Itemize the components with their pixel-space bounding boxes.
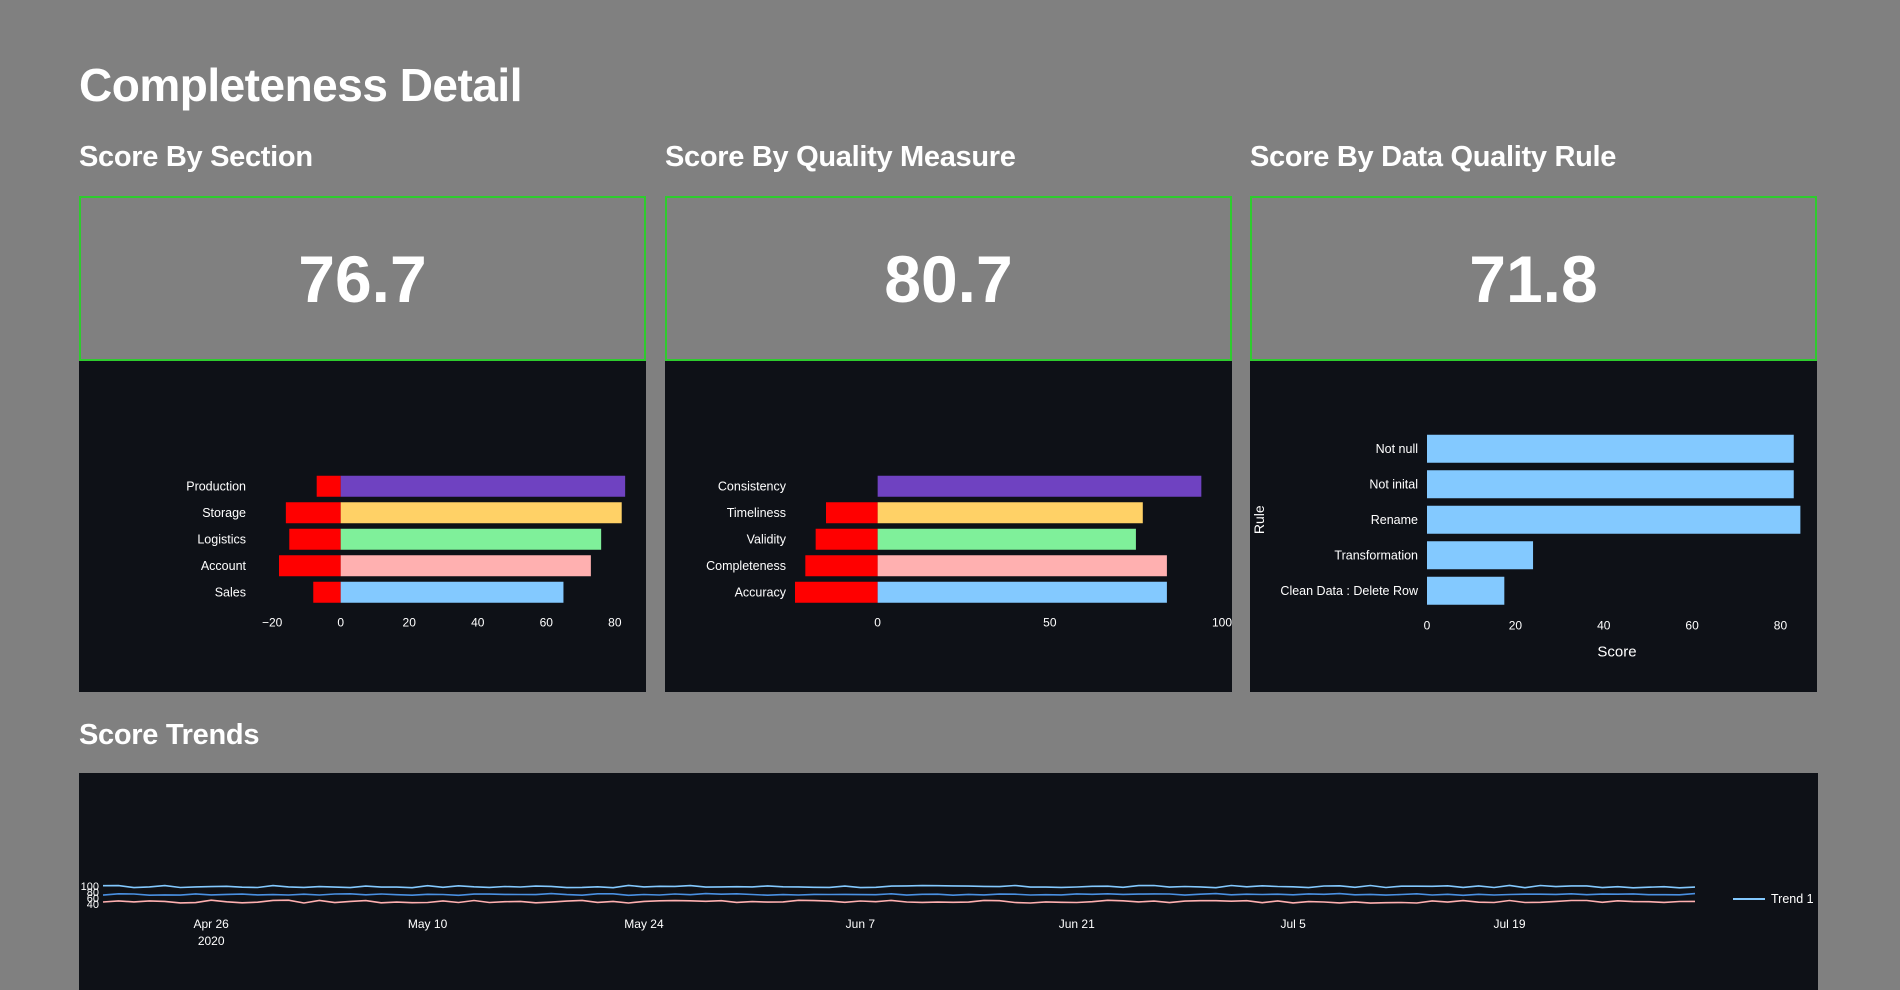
category-label: Not null	[1376, 442, 1418, 456]
category-label: Consistency	[718, 479, 787, 493]
negative-bar-logistics	[289, 528, 341, 550]
page-title: Completeness Detail	[79, 59, 522, 111]
x-tick-label: 60	[1685, 619, 1699, 633]
rule-score-card: 71.8	[1250, 196, 1817, 361]
x-tick-label: 80	[1774, 619, 1788, 633]
score-bar-not-null	[1427, 434, 1794, 463]
score-bar-logistics	[340, 528, 602, 550]
measure-score-card: 80.7	[665, 196, 1232, 361]
rule-score-title: Score By Data Quality Rule	[1250, 141, 1617, 173]
trends-title: Score Trends	[79, 719, 260, 751]
x-tick-label: Jun 21	[1059, 917, 1095, 931]
rule-score-value: 71.8	[1469, 241, 1598, 316]
measure-score-value: 80.7	[884, 241, 1013, 316]
rule-bar-chart-panel[interactable]: 0 20 40 60 80 Not null Not inital Rename Transfo…	[1250, 361, 1817, 692]
score-bar-storage	[340, 502, 622, 524]
trend-line-1	[102, 884, 1696, 889]
x-tick-label: 20	[1509, 619, 1523, 633]
category-label: Clean Data : Delete Row	[1280, 584, 1419, 598]
category-label: Storage	[202, 506, 246, 520]
category-label: Sales	[215, 585, 246, 599]
x-tick-label: 60	[540, 616, 554, 630]
y-tick-label: 60	[87, 893, 99, 905]
x-tick-label: 80	[608, 616, 622, 630]
category-label: Production	[186, 479, 246, 493]
score-bar-validity	[877, 528, 1136, 550]
y-tick-label: 80	[87, 887, 99, 899]
category-label: Not inital	[1369, 477, 1418, 491]
category-label: Account	[201, 559, 247, 573]
score-bar-rename	[1427, 505, 1801, 534]
section-bar-chart-panel[interactable]: −20 0 20 40 60 80 Production Storage Logistics Ac…	[79, 361, 646, 692]
section-score-value: 76.7	[298, 241, 427, 316]
score-bar-account	[340, 555, 591, 577]
x-tick-label: 0	[874, 616, 881, 630]
score-bar-transformation	[1427, 541, 1534, 570]
x-tick-label: Jul 5	[1280, 917, 1306, 931]
category-label: Timeliness	[727, 506, 786, 520]
x-axis-title: Score	[1597, 644, 1636, 661]
x-tick-label: Jun 7	[846, 917, 876, 931]
x-tick-label: May 24	[624, 917, 664, 931]
x-tick-label: 100	[1212, 616, 1232, 630]
legend-label: Trend 1	[1771, 892, 1814, 906]
negative-bar-storage	[285, 502, 341, 524]
x-tick-label: Jul 19	[1494, 917, 1526, 931]
negative-bar-accuracy	[795, 581, 878, 603]
x-tick-label: Apr 26	[194, 917, 230, 931]
measure-score-title: Score By Quality Measure	[665, 141, 1016, 173]
measure-bar-chart-panel[interactable]: 0 50 100 Consistency Timeliness Validity Compl…	[665, 361, 1232, 692]
rule-bar-chart[interactable]: 0 20 40 60 80 Not null Not inital Rename Transfo…	[1250, 361, 1817, 692]
negative-bar-account	[278, 555, 341, 577]
negative-bar-completeness	[805, 555, 878, 577]
x-tick-label: May 10	[408, 917, 448, 931]
x-tick-year: 2020	[198, 934, 225, 948]
score-bar-not-inital	[1427, 470, 1794, 499]
trend-line-3	[102, 899, 1696, 904]
trends-chart-panel[interactable]: 40 60 80 100 Apr 26 2020 May 10 May 24 Jun 7 Jun …	[79, 773, 1818, 990]
negative-bar-timeliness	[825, 502, 878, 524]
x-tick-label: 50	[1043, 616, 1057, 630]
score-bar-consistency	[877, 475, 1202, 497]
trend-line-2	[102, 892, 1696, 897]
negative-bar-sales	[313, 581, 341, 603]
category-label: Completeness	[706, 559, 786, 573]
y-axis-title: Rule	[1251, 505, 1267, 534]
category-label: Transformation	[1334, 548, 1418, 562]
score-bar-production	[340, 475, 626, 497]
x-tick-label: 40	[471, 616, 485, 630]
x-tick-label: 20	[403, 616, 417, 630]
measure-bar-chart[interactable]: 0 50 100 Consistency Timeliness Validity Compl…	[665, 361, 1232, 692]
score-bar-accuracy	[877, 581, 1167, 603]
x-tick-label: 0	[1424, 619, 1431, 633]
section-bar-chart[interactable]: −20 0 20 40 60 80 Production Storage Logistics Ac…	[79, 361, 646, 692]
x-tick-label: 0	[337, 616, 344, 630]
section-score-title: Score By Section	[79, 141, 313, 173]
score-bar-clean-data-delete-row	[1427, 576, 1505, 605]
score-bar-sales	[340, 581, 564, 603]
y-tick-label: 100	[81, 881, 99, 893]
category-label: Logistics	[197, 532, 246, 546]
score-bar-timeliness	[877, 502, 1143, 524]
y-tick-label: 40	[87, 899, 99, 911]
x-tick-label: 40	[1597, 619, 1611, 633]
category-label: Validity	[747, 532, 787, 546]
x-tick-label: −20	[262, 616, 283, 630]
category-label: Accuracy	[735, 585, 787, 599]
negative-bar-validity	[815, 528, 878, 550]
negative-bar-production	[316, 475, 341, 497]
score-bar-completeness	[877, 555, 1167, 577]
category-label: Rename	[1371, 513, 1418, 527]
section-score-card: 76.7	[79, 196, 646, 361]
